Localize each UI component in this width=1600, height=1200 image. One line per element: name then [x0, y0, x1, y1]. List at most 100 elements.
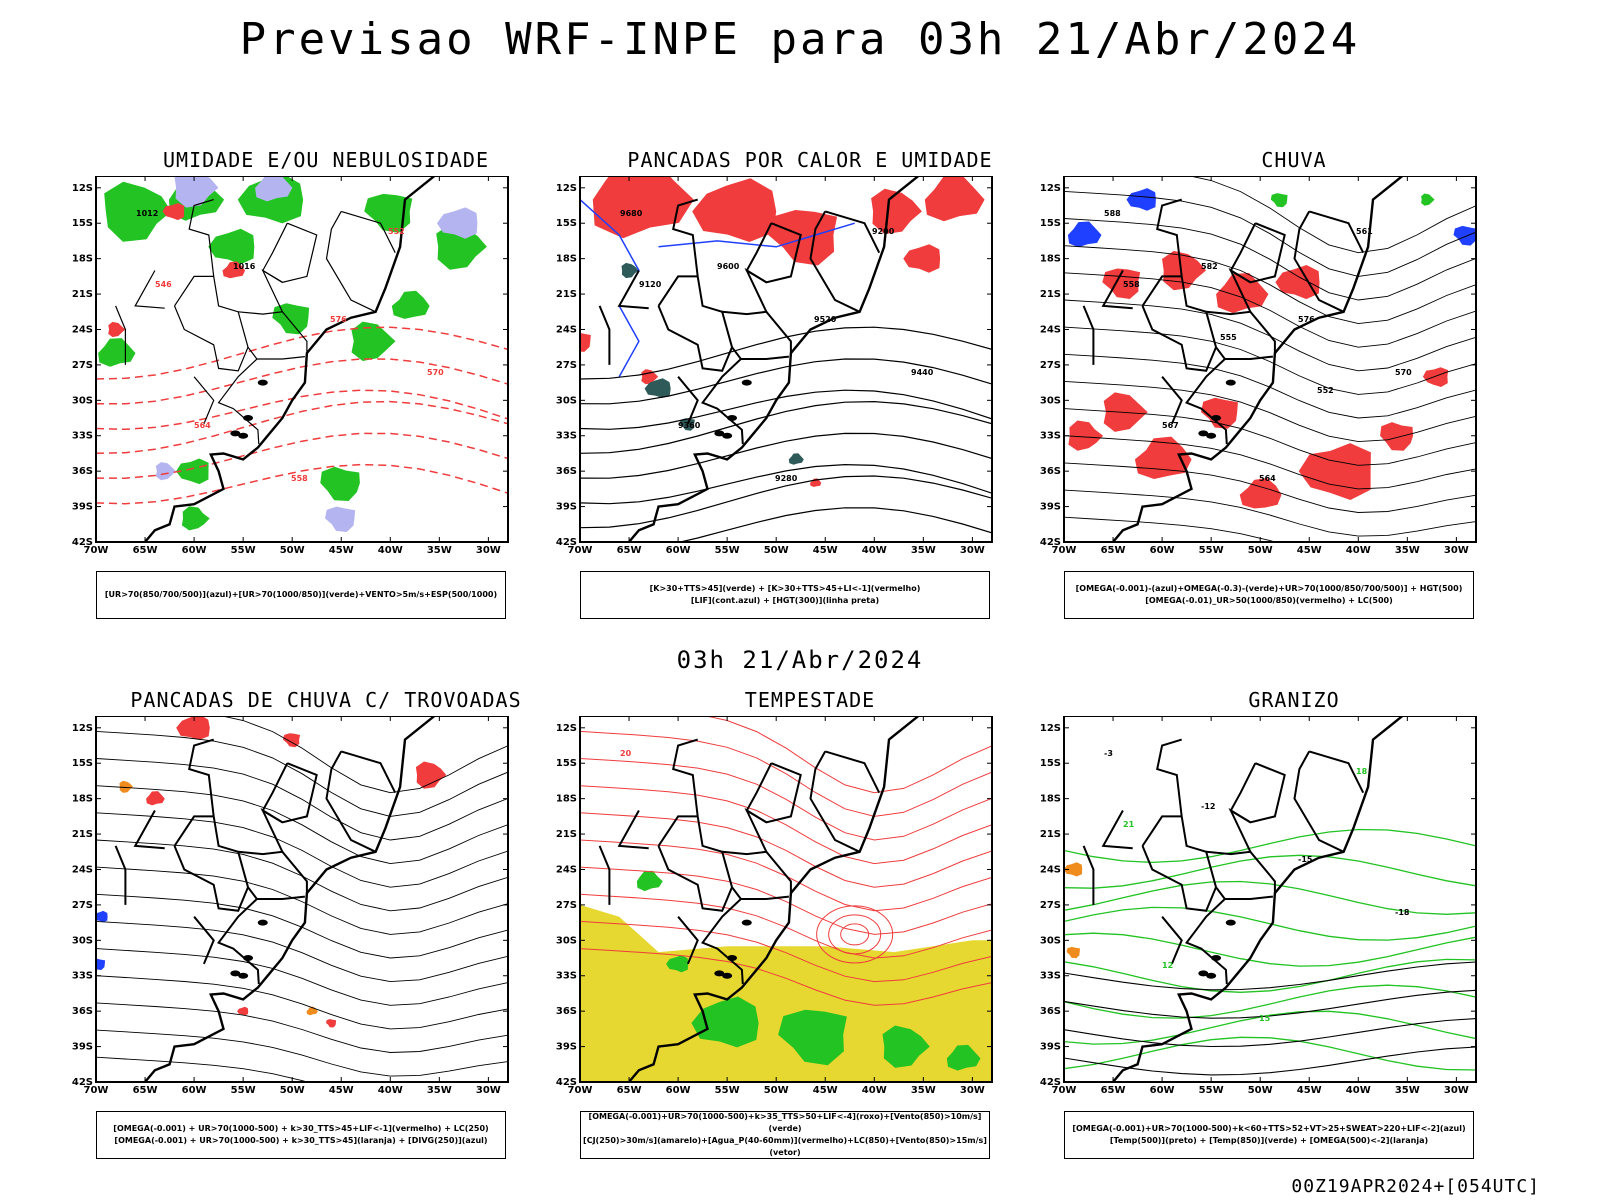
lon-tick-label: 35W — [427, 545, 452, 556]
rain-area-red — [1298, 443, 1371, 500]
lat-tick-label: 36S — [556, 1006, 577, 1017]
legend-text: [OMEGA(-0.01)_UR>50(1000/850)(vermelho) … — [1145, 596, 1393, 605]
lat-tick-label: 42S — [556, 1077, 577, 1088]
lat-tick-label: 24S — [556, 864, 577, 875]
political-border — [1082, 305, 1095, 365]
lat-tick-label: 36S — [72, 466, 93, 477]
lake — [257, 919, 268, 926]
rain-area-red — [1422, 367, 1449, 387]
political-border — [745, 222, 802, 284]
lat-tick-label: 18S — [1040, 254, 1061, 265]
political-border — [657, 815, 698, 847]
lat-tick-label: 21S — [556, 289, 577, 300]
lat-tick-label: 12S — [556, 183, 577, 194]
political-border — [657, 845, 733, 912]
map-border — [95, 176, 509, 543]
lat-tick-label: 24S — [72, 324, 93, 335]
lat-tick-label: 15S — [72, 758, 93, 769]
lat-tick-label: 21S — [1040, 829, 1061, 840]
map-panel-3: CHUVA 588 582 576 570 567 564 561 558 555 552 12S 15… — [1040, 148, 1524, 638]
political-border — [809, 210, 861, 313]
lat-tick-label: 12S — [72, 723, 93, 734]
political-border — [1224, 355, 1274, 360]
height-contour — [580, 326, 992, 380]
temperature-850-contour — [1064, 828, 1476, 864]
lat-tick-label: 39S — [72, 502, 93, 513]
political-border — [598, 845, 611, 905]
lon-tick-label: 60W — [182, 1085, 207, 1096]
thickness-contour-red — [108, 321, 126, 338]
lat-tick-label: 42S — [556, 537, 577, 548]
lake — [1211, 415, 1222, 422]
legend-text: [OMEGA(-0.001)-(azul)+OMEGA(-0.3)-(verde… — [1075, 584, 1463, 593]
political-border — [1228, 267, 1252, 313]
lat-tick-label: 18S — [72, 254, 93, 265]
map-panel-1: UMIDADE E/OU NEBULOSIDADE 1012 1016 576 570 5… — [72, 148, 556, 638]
streamline — [96, 920, 508, 983]
temperature-500-contour — [1064, 1018, 1476, 1048]
panel-title: PANCADAS POR CALOR E UMIDADE — [627, 148, 993, 172]
divergence-area-blue — [96, 958, 106, 970]
lat-tick-label: 39S — [556, 1042, 577, 1053]
political-border — [1101, 270, 1133, 310]
political-border — [114, 845, 127, 905]
legend-box: [UR>70(850/700/500)](azul)+[UR>70(1000/8… — [96, 571, 506, 619]
rain-area-red — [1162, 250, 1206, 291]
lon-tick-label: 40W — [378, 545, 403, 556]
lon-tick-label: 55W — [715, 545, 740, 556]
streamline — [96, 1056, 309, 1082]
lake — [1225, 919, 1236, 926]
thickness-contour — [96, 389, 508, 431]
streamline — [1064, 218, 1476, 301]
streamline — [96, 785, 508, 865]
lake — [727, 955, 738, 962]
political-border — [744, 267, 768, 313]
lat-tick-label: 33S — [556, 431, 577, 442]
panel-title: UMIDADE E/OU NEBULOSIDADE — [162, 148, 490, 172]
lon-tick-label: 35W — [1395, 545, 1420, 556]
lon-tick-label: 70W — [1052, 1085, 1077, 1096]
contour-label: 561 — [1356, 227, 1373, 236]
map-border — [1063, 716, 1477, 1083]
convective-area-red — [871, 188, 922, 235]
lake — [243, 415, 254, 422]
streamline — [96, 1029, 508, 1077]
contour-label: 9680 — [620, 209, 643, 218]
political-border — [1156, 198, 1228, 445]
lat-tick-label: 27S — [72, 900, 93, 911]
political-border — [1141, 305, 1217, 372]
height-contour — [580, 475, 992, 529]
map-border — [579, 176, 993, 543]
lon-tick-label: 60W — [666, 545, 691, 556]
political-border — [824, 750, 881, 794]
lon-tick-label: 70W — [84, 545, 109, 556]
contour-label: 558 — [291, 474, 308, 483]
pressure-contour — [704, 716, 992, 794]
rain-area-blue — [1067, 221, 1102, 248]
map-frame: -3 -12 -15 -18 12 15 18 21 12S 15S 18S 21S 24S 27S 30S… — [1040, 716, 1477, 1096]
contour-label: 570 — [427, 368, 444, 377]
temperature-500-contour — [1064, 989, 1476, 1019]
lat-tick-label: 30S — [556, 395, 577, 406]
lat-tick-label: 12S — [1040, 183, 1061, 194]
divergence-area-blue — [96, 910, 108, 923]
political-border — [341, 210, 396, 253]
moisture-area-green — [176, 458, 209, 485]
political-border — [617, 270, 649, 310]
map-border — [1063, 176, 1477, 543]
lon-tick-label: 65W — [133, 545, 158, 556]
convective-area-teal — [621, 262, 639, 279]
contour-label: 15 — [1259, 1014, 1271, 1023]
lon-tick-label: 70W — [1052, 545, 1077, 556]
lake — [714, 970, 725, 977]
convective-area-teal — [788, 453, 804, 465]
lat-tick-label: 18S — [556, 254, 577, 265]
lon-tick-label: 55W — [1199, 545, 1224, 556]
legend-text: [OMEGA(-0.001)+UR>70(1000-500)+k<60+TTS>… — [1072, 1124, 1466, 1133]
lat-tick-label: 39S — [556, 502, 577, 513]
temperature-850-contour — [1064, 984, 1476, 1019]
lon-tick-label: 50W — [280, 1085, 305, 1096]
political-border — [1082, 845, 1095, 905]
lat-tick-label: 27S — [556, 900, 577, 911]
contour-label: 552 — [388, 227, 405, 236]
